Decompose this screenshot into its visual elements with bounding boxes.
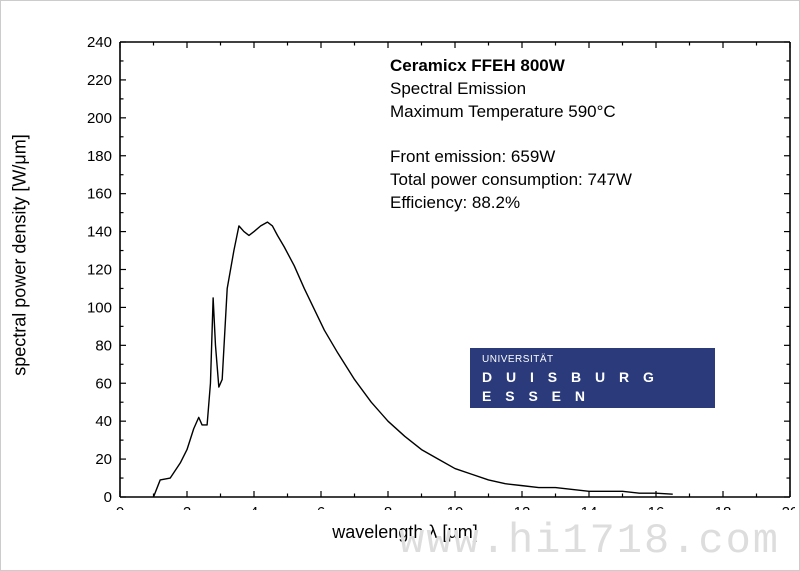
svg-text:0: 0	[104, 489, 112, 506]
svg-text:0: 0	[116, 504, 124, 510]
svg-text:14: 14	[581, 504, 598, 510]
svg-text:60: 60	[95, 375, 112, 392]
svg-text:16: 16	[648, 504, 665, 510]
info-line5: Total power consumption: 747W	[390, 169, 632, 192]
svg-text:10: 10	[447, 504, 464, 510]
svg-text:40: 40	[95, 413, 112, 430]
svg-text:6: 6	[317, 504, 325, 510]
y-axis-label: spectral power density [W/μm]	[10, 134, 31, 375]
svg-text:240: 240	[87, 34, 112, 51]
badge-line2: D U I S B U R G	[482, 369, 703, 387]
svg-text:18: 18	[715, 504, 732, 510]
badge-line1: UNIVERSITÄT	[482, 354, 703, 367]
svg-text:160: 160	[87, 186, 112, 203]
info-line2: Spectral Emission	[390, 78, 632, 101]
svg-text:8: 8	[384, 504, 392, 510]
university-badge: UNIVERSITÄT D U I S B U R G E S S E N	[470, 348, 715, 408]
svg-text:4: 4	[250, 504, 258, 510]
svg-text:180: 180	[87, 148, 112, 165]
svg-text:20: 20	[782, 504, 795, 510]
x-axis-label: wavelength λ [μm]	[332, 522, 477, 543]
info-line3: Maximum Temperature 590°C	[390, 101, 632, 124]
svg-text:2: 2	[183, 504, 191, 510]
svg-text:140: 140	[87, 224, 112, 241]
svg-text:120: 120	[87, 262, 112, 279]
info-line4: Front emission: 659W	[390, 146, 632, 169]
badge-line3: E S S E N	[482, 388, 703, 406]
svg-text:100: 100	[87, 299, 112, 316]
svg-text:80: 80	[95, 337, 112, 354]
info-title: Ceramicx FFEH 800W	[390, 55, 632, 78]
svg-text:12: 12	[514, 504, 531, 510]
svg-text:20: 20	[95, 451, 112, 468]
svg-text:220: 220	[87, 72, 112, 89]
svg-text:200: 200	[87, 110, 112, 127]
info-line6: Efficiency: 88.2%	[390, 192, 632, 215]
chart-info-text: Ceramicx FFEH 800W Spectral Emission Max…	[390, 55, 632, 215]
